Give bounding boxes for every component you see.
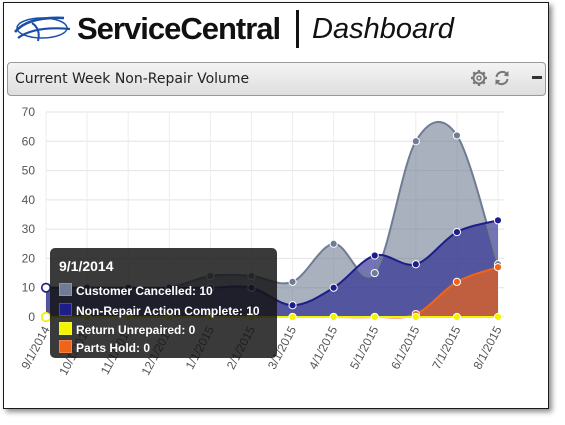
x-tick-label: 7/1/2015 [429,324,463,372]
panel-title: Current Week Non-Repair Volume [15,71,250,87]
data-point [411,137,420,146]
y-tick-label: 70 [22,105,36,119]
data-point [288,277,297,286]
data-point [370,312,379,322]
tooltip-row: Return Unrepaired: 0 [59,322,195,338]
y-tick-label: 60 [22,134,36,148]
legend-swatch [59,340,72,353]
y-tick-label: 50 [22,164,36,178]
data-point [411,312,420,322]
y-tick-label: 20 [22,251,36,265]
gear-icon[interactable] [470,69,488,87]
data-point [370,268,379,278]
app-header: ServiceCentral Dashboard [4,3,548,55]
hover-point [40,311,51,322]
data-point [288,312,297,322]
refresh-icon[interactable] [493,69,511,87]
swoosh-logo-icon [13,16,71,42]
x-tick-label: 8/1/2015 [470,324,504,372]
data-point [493,263,503,272]
tooltip-label: Parts Hold: 0 [76,341,151,355]
tooltip-label: Customer Cancelled: 10 [76,284,213,298]
brand-name: ServiceCentral [77,11,281,46]
data-point [370,251,379,260]
tooltip-row: Parts Hold: 0 [59,340,150,356]
tooltip-label: Non-Repair Action Complete: 10 [76,304,260,318]
data-point [329,283,338,292]
y-tick-label: 10 [22,281,36,295]
page-title: Dashboard [312,13,454,45]
data-point [493,312,503,322]
panel-header: Current Week Non-Repair Volume [7,62,546,96]
y-tick-label: 40 [22,193,36,207]
y-tick-label: 0 [28,310,35,324]
data-point [452,227,462,237]
data-point [329,312,338,322]
tooltip-row: Customer Cancelled: 10 [59,283,213,299]
chart-tooltip: 9/1/2014 Customer Cancelled: 10 Non-Repa… [50,248,277,358]
data-point [411,260,420,269]
data-point [452,277,462,286]
legend-swatch [59,303,72,316]
header-divider [296,10,299,48]
x-tick-label: 4/1/2015 [306,324,340,372]
data-point [288,301,297,310]
tooltip-row: Non-Repair Action Complete: 10 [59,303,260,319]
area-parts-hold [46,267,498,318]
x-tick-label: 9/1/2014 [18,324,52,372]
y-tick-label: 30 [22,222,36,236]
legend-swatch [59,322,72,335]
data-point [493,216,503,225]
x-tick-label: 5/1/2015 [347,324,381,372]
data-point [329,239,338,248]
x-tick-label: 6/1/2015 [388,324,422,372]
legend-swatch [59,283,72,296]
data-point [452,312,462,322]
minimize-icon[interactable] [532,76,542,79]
dashboard-window: ServiceCentral Dashboard Current Week No… [3,2,549,409]
tooltip-title: 9/1/2014 [59,258,114,274]
data-point [452,131,462,140]
hover-point [40,282,51,293]
tooltip-label: Return Unrepaired: 0 [76,323,196,337]
